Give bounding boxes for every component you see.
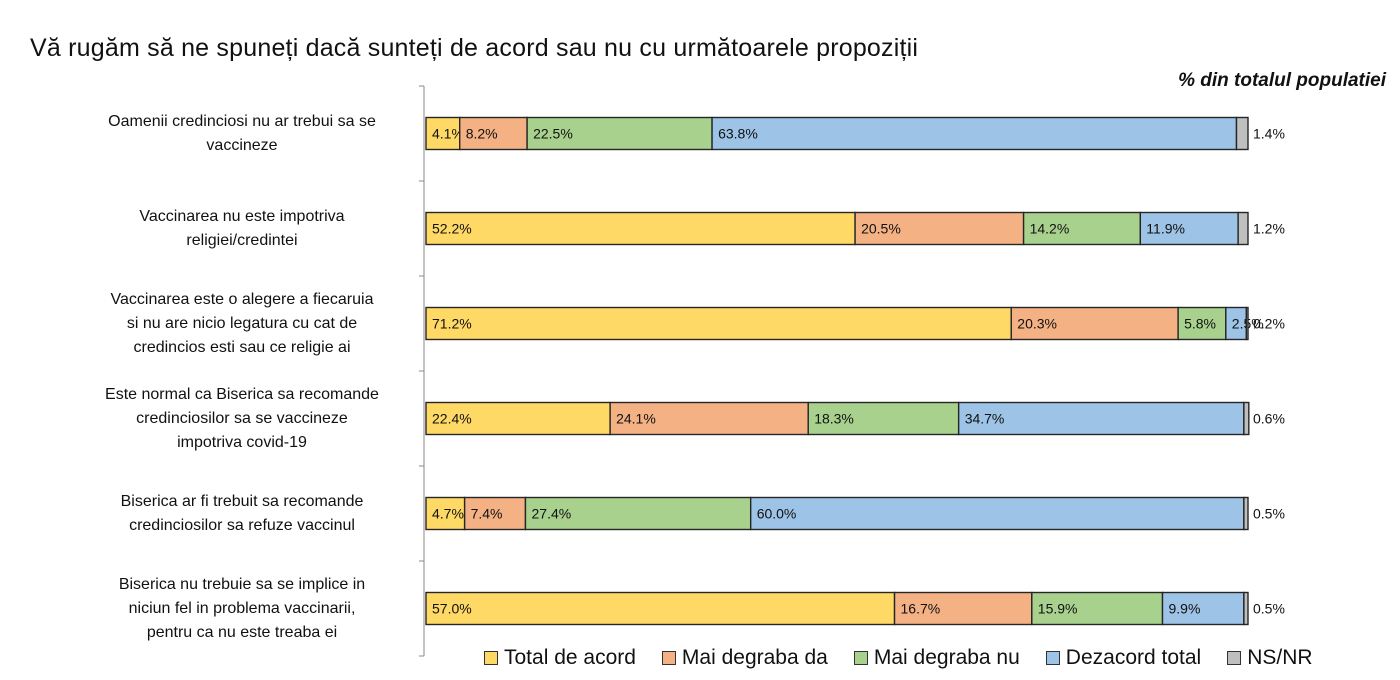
legend-label: Mai degraba nu (873, 646, 1020, 669)
bar-segment (459, 116, 528, 151)
category-label: Oamenii credinciosi nu ar trebui sa se va… (72, 110, 412, 158)
bar-segment (749, 496, 1245, 531)
bar-segment (1243, 591, 1249, 626)
category-label-line: Este normal ca Biserica sa recomande (105, 385, 379, 403)
category-label-line: niciun fel in problema vaccinarii, (128, 599, 356, 617)
category-label-line: si nu are nicio legatura cu cat de (126, 314, 358, 332)
category-label: Este normal ca Biserica sa recomande cred… (72, 383, 412, 455)
bar-segment (1243, 401, 1250, 436)
legend-item: NS/NR (1227, 646, 1313, 670)
data-label: 4.1% (432, 126, 464, 142)
data-label: 1.2% (1253, 221, 1285, 237)
legend-item: Mai degraba nu (853, 646, 1020, 670)
legend-item: Dezacord total (1045, 646, 1202, 670)
bar-segment (854, 211, 1025, 246)
bar-segment (425, 211, 856, 246)
data-label: 9.9% (1169, 601, 1201, 617)
bar-segment (425, 496, 466, 531)
bar-segment (526, 116, 713, 151)
chart-legend: Total de acord Mai degraba da Mai degraba … (484, 646, 1313, 670)
legend-label: Mai degraba da (681, 646, 828, 669)
bar-segment (1031, 591, 1164, 626)
bar-segment (609, 401, 809, 436)
bar-segment (1243, 496, 1249, 531)
bar-segment (711, 116, 1238, 151)
data-label: 52.2% (432, 221, 472, 237)
data-label: 16.7% (901, 601, 941, 617)
bar-segment (1237, 211, 1249, 246)
bar-segment (425, 306, 1012, 341)
data-label: 34.7% (965, 411, 1005, 427)
legend-label: Total de acord (504, 646, 636, 669)
legend-swatch (661, 651, 676, 665)
category-label: Biserica nu trebuie sa se implice in nici… (72, 573, 412, 645)
category-label-line: credinciosilor sa se vaccineze (136, 409, 348, 427)
data-label: 60.0% (757, 506, 797, 522)
category-label-line: credincios esti sau ce religie ai (133, 338, 351, 356)
data-label: 0.6% (1253, 411, 1285, 427)
bar-segment (425, 401, 611, 436)
category-label-line: Biserica nu trebuie sa se implice in (118, 575, 366, 593)
category-label-line: vaccineze (206, 136, 278, 154)
data-label: 24.1% (616, 411, 656, 427)
category-label-line: credinciosilor sa refuze vaccinul (129, 516, 355, 534)
legend-item: Total de acord (484, 646, 636, 670)
category-label-line: Vaccinarea nu este impotriva (139, 207, 345, 225)
bar-segment (807, 401, 960, 436)
data-label: 1.4% (1253, 126, 1285, 142)
legend-item: Mai degraba da (661, 646, 828, 670)
category-label-line: Oamenii credinciosi nu ar trebui sa se (108, 112, 376, 130)
data-label: 71.2% (432, 316, 472, 332)
legend-label: NS/NR (1247, 646, 1313, 669)
category-label-line: Vaccinarea este o alegere a fiecaruia (110, 290, 374, 308)
category-label: Vaccinarea nu este impotriva religiei/cre… (72, 205, 412, 253)
category-label: Biserica ar fi trebuit sa recomande credi… (72, 490, 412, 538)
data-label: 11.9% (1146, 221, 1185, 237)
data-label: 0.5% (1253, 506, 1285, 522)
data-label: 18.3% (814, 411, 854, 427)
category-label-line: Biserica ar fi trebuit sa recomande (120, 492, 364, 510)
legend-label: Dezacord total (1065, 646, 1202, 669)
category-label-line: religiei/credintei (186, 231, 298, 249)
data-label: 15.9% (1038, 601, 1078, 617)
bar-segment (1245, 306, 1249, 341)
category-label-line: pentru ca nu este treaba ei (146, 623, 338, 641)
legend-swatch (1045, 651, 1060, 665)
data-label: 8.2% (466, 126, 498, 142)
legend-swatch (1227, 651, 1242, 665)
data-label: 63.8% (718, 126, 758, 142)
category-label: Vaccinarea este o alegere a fiecaruia si … (72, 288, 412, 360)
bar-segment (893, 591, 1033, 626)
bar-segment (957, 401, 1245, 436)
bar-segment (1139, 211, 1239, 246)
chart-title: Vă rugăm să ne spuneți dacă sunteți de a… (30, 34, 919, 62)
bar-segment (425, 591, 896, 626)
data-label: 0.2% (1253, 316, 1285, 332)
data-label: 14.2% (1030, 221, 1070, 237)
data-label: 20.3% (1017, 316, 1057, 332)
data-label: 5.8% (1184, 316, 1216, 332)
data-label: 57.0% (432, 601, 472, 617)
category-label-line: impotriva covid-19 (177, 433, 307, 451)
bar-segment (524, 496, 752, 531)
data-label: 22.5% (533, 126, 573, 142)
bar-segment (1235, 116, 1249, 151)
data-label: 27.4% (532, 506, 572, 522)
chart-subtitle: % din totalul populatiei (1178, 70, 1386, 91)
data-label: 22.4% (432, 411, 472, 427)
legend-swatch (484, 651, 498, 665)
data-label: 0.5% (1253, 601, 1285, 617)
legend-swatch (853, 651, 868, 665)
data-label: 20.5% (861, 221, 901, 237)
data-label: 4.7% (432, 506, 464, 522)
data-label: 7.4% (471, 506, 503, 522)
bar-segment (463, 496, 527, 531)
